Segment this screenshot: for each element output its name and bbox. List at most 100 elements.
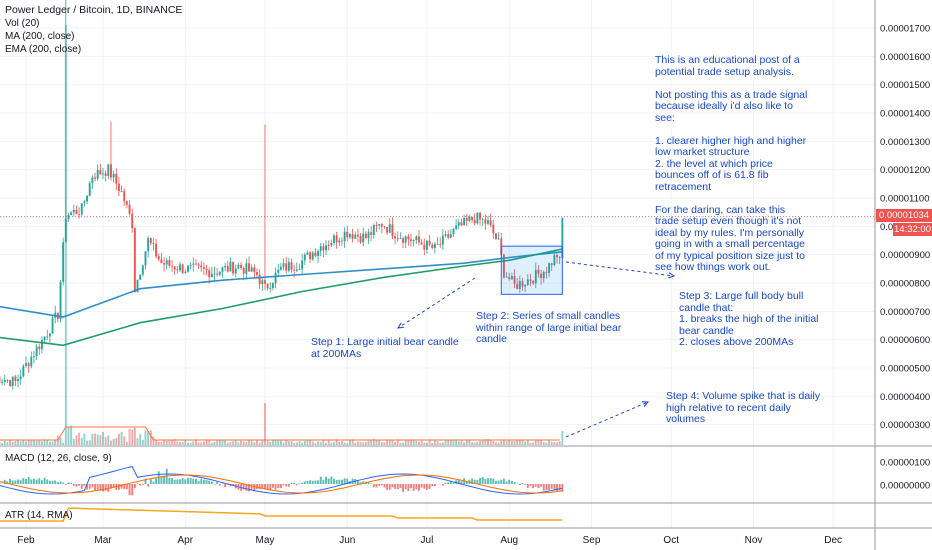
volume-bar <box>550 441 553 445</box>
volume-bar <box>216 440 219 445</box>
candle-body <box>210 273 213 278</box>
macd-histogram-bar <box>133 484 136 489</box>
macd-histogram-bar <box>452 482 455 484</box>
volume-bar <box>351 439 354 445</box>
macd-histogram-bar <box>160 475 163 484</box>
candle-body <box>370 232 373 236</box>
volume-bar <box>298 441 301 445</box>
volume-bar <box>548 439 551 445</box>
ema-legend[interactable]: EMA (200, close) <box>5 44 82 55</box>
candle-body <box>266 283 269 289</box>
atr-legend[interactable]: ATR (14, RMA) <box>5 510 73 521</box>
candle-body <box>30 356 33 367</box>
macd-histogram-bar <box>399 484 402 489</box>
macd-histogram-bar <box>200 478 203 484</box>
volume-bar <box>311 441 314 445</box>
macd-histogram-bar <box>192 478 195 484</box>
volume-bar <box>157 441 160 445</box>
bar-countdown-tag: 14:32:00 <box>893 223 932 236</box>
volume-bar <box>149 430 152 445</box>
candle-body <box>396 238 399 240</box>
candle-body <box>348 234 351 238</box>
volume-bar <box>526 440 529 445</box>
macd-histogram-bar <box>139 484 142 486</box>
candle-body <box>242 267 245 274</box>
candle-body <box>70 212 73 216</box>
macd-histogram-bar <box>173 479 176 484</box>
candle-body <box>14 376 17 382</box>
ma-legend[interactable]: MA (200, close) <box>5 31 75 42</box>
candle-body <box>197 264 200 266</box>
time-tick-label: Nov <box>745 535 763 546</box>
atr-line <box>0 507 563 522</box>
volume-bar <box>30 440 33 445</box>
macd-histogram-bar <box>59 481 62 484</box>
candle-body <box>420 242 423 245</box>
candle-body <box>62 242 65 282</box>
macd-histogram-bar <box>484 479 487 484</box>
volume-bar <box>404 439 407 445</box>
volume-bar <box>293 442 296 445</box>
macd-histogram-bar <box>425 484 428 490</box>
candle-body <box>561 217 564 258</box>
symbol-title[interactable]: Power Ledger / Bitcoin, 1D, BINANCE <box>5 4 183 16</box>
macd-histogram-bar <box>367 482 370 484</box>
candle-body <box>248 263 250 272</box>
macd-legend[interactable]: MACD (12, 26, close, 9) <box>5 453 112 464</box>
volume-bar <box>420 440 423 445</box>
volume-bar <box>436 441 439 445</box>
macd-histogram-bar <box>394 484 397 489</box>
volume-bar <box>410 439 412 445</box>
volume-bar <box>325 442 327 445</box>
candle-body <box>237 264 240 269</box>
macd-histogram-bar <box>444 482 447 484</box>
candle-body <box>346 231 349 238</box>
volume-bar <box>524 441 527 445</box>
volume-bar <box>17 439 19 445</box>
time-tick-label: Jun <box>339 535 355 546</box>
macd-histogram-bar <box>322 479 325 484</box>
candle-body <box>449 234 452 238</box>
macd-histogram-bar <box>471 478 474 484</box>
candle-body <box>452 229 455 235</box>
macd-histogram-bar <box>168 477 171 484</box>
volume-bar <box>3 440 6 445</box>
candle-body <box>72 209 75 213</box>
candle-body <box>460 222 463 226</box>
macd-histogram-bar <box>537 484 540 489</box>
macd-histogram-bar <box>253 484 256 492</box>
candle-body <box>465 218 468 221</box>
vol-legend[interactable]: Vol (20) <box>5 18 40 29</box>
macd-histogram-bar <box>457 479 460 484</box>
volume-bar <box>327 439 330 445</box>
candle-body <box>33 356 35 357</box>
macd-histogram-bar <box>123 484 126 489</box>
time-tick-label: Apr <box>178 535 194 546</box>
candle-body <box>163 263 166 265</box>
volume-bar <box>94 433 96 445</box>
candle-body <box>46 336 49 338</box>
volume-bar <box>152 436 155 445</box>
macd-histogram-bar <box>256 484 258 489</box>
macd-histogram-bar <box>80 484 83 489</box>
candle-body <box>22 365 25 377</box>
candles-group <box>0 0 564 496</box>
ema-200-line <box>0 248 563 347</box>
volume-bar <box>9 440 12 445</box>
candle-body <box>399 238 402 240</box>
macd-histogram-bar <box>433 484 436 487</box>
macd-histogram-bar <box>258 484 261 490</box>
macd-histogram-bar <box>317 480 320 484</box>
macd-histogram-bar <box>356 480 359 484</box>
candle-body <box>80 203 83 215</box>
volume-bar <box>391 440 394 445</box>
time-tick-label: Aug <box>500 535 518 546</box>
candle-body <box>402 238 404 243</box>
volume-bar <box>415 440 418 445</box>
candle-body <box>17 379 19 382</box>
candle-body <box>160 259 163 264</box>
volume-bar <box>513 441 516 445</box>
volume-bar <box>181 441 184 445</box>
macd-histogram-bar <box>301 482 304 484</box>
